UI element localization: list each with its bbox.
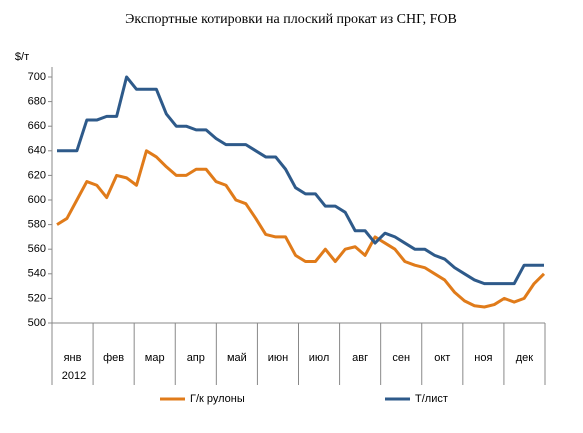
year-label: 2012: [62, 370, 86, 382]
legend-label: Г/к рулоны: [190, 393, 245, 405]
y-tick-label: 540: [28, 268, 46, 280]
x-tick-label: ноя: [474, 352, 492, 364]
x-tick-label: дек: [516, 352, 534, 364]
y-tick-label: 700: [28, 71, 46, 83]
y-tick-label: 640: [28, 145, 46, 157]
line-series: [56, 149, 546, 309]
y-tick-label: 660: [28, 120, 46, 132]
line-series: [57, 75, 544, 286]
x-tick-label: фев: [103, 352, 124, 364]
x-tick-label: мар: [145, 352, 165, 364]
y-tick-label: 680: [28, 96, 46, 108]
x-tick-label: авг: [352, 352, 368, 364]
y-tick-label: 580: [28, 219, 46, 231]
x-tick-label: сен: [392, 352, 410, 364]
legend-label: Т/лист: [415, 393, 448, 405]
x-tick-label: окт: [434, 352, 450, 364]
y-tick-label: 560: [28, 243, 46, 255]
y-tick-label: 500: [28, 317, 46, 329]
x-tick-label: янв: [64, 352, 82, 364]
y-axis-label: $/т: [15, 51, 29, 63]
chart-title: Экспортные котировки на плоский прокат и…: [125, 12, 457, 27]
x-tick-label: май: [227, 352, 247, 364]
x-tick-label: июн: [268, 352, 288, 364]
y-tick-label: 520: [28, 292, 46, 304]
x-tick-label: июл: [309, 352, 330, 364]
x-tick-label: апр: [187, 352, 205, 364]
y-tick-label: 620: [28, 169, 46, 181]
y-tick-label: 600: [28, 194, 46, 206]
